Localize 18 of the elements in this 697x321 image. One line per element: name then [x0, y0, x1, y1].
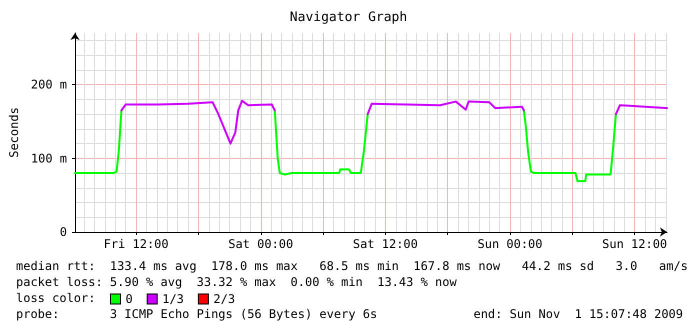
y-tick-label: 200 m — [30, 78, 68, 92]
x-tick-label: Sat 00:00 — [228, 237, 294, 251]
legend-label: 2/3 — [213, 292, 236, 306]
text: packet loss: 5.90 % avg 33.32 % max 0.00 % min 13.43 % now — [16, 275, 458, 289]
x-tick-label: Sun 00:00 — [477, 237, 543, 251]
text: median rtt: 133.4 ms avg 178.0 ms max 68.5 ms min 167.8 ms now 44.2 ms sd 3.0 am/s — [16, 259, 688, 273]
x-tick-label: Sun 12:00 — [602, 237, 668, 251]
legend-label: 0 — [126, 292, 133, 306]
text: probe: 3 ICMP Echo Pings (56 Bytes) every 6s — [16, 307, 378, 321]
text: end: Sun Nov 1 15:07:48 2009 — [473, 307, 683, 321]
text: loss color: — [16, 291, 96, 305]
y-tick-label: 0 — [60, 225, 68, 239]
chart-title: Navigator Graph — [290, 10, 408, 25]
legend-label: 1/3 — [162, 292, 184, 306]
y-axis-title: Seconds — [7, 107, 21, 158]
x-tick-label: Sat 12:00 — [352, 237, 418, 251]
x-tick-label: Fri 12:00 — [104, 237, 169, 251]
y-tick-label: 100 m — [30, 151, 68, 166]
